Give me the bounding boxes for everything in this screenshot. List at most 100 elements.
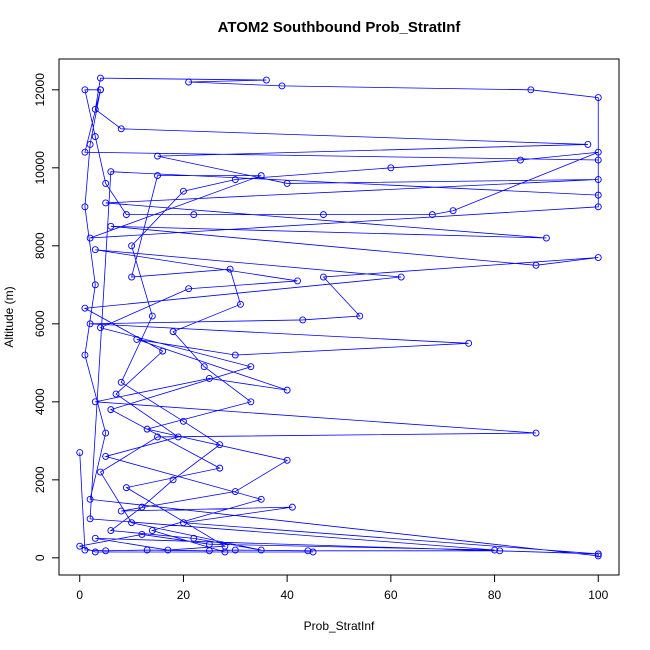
- data-point: [594, 191, 602, 199]
- data-point: [299, 316, 307, 324]
- data-point: [465, 339, 473, 347]
- data-point: [532, 261, 540, 269]
- data-point: [81, 546, 89, 554]
- data-point: [532, 429, 540, 437]
- data-point: [179, 187, 187, 195]
- x-tick-label: 100: [588, 588, 608, 602]
- data-point: [112, 390, 120, 398]
- data-point: [91, 133, 99, 141]
- data-point: [319, 211, 327, 219]
- y-tick-label: 8000: [33, 232, 47, 259]
- data-point: [231, 488, 239, 495]
- data-point: [231, 351, 239, 359]
- data-point: [91, 548, 99, 556]
- x-tick-label: 20: [177, 588, 191, 602]
- data-point: [86, 495, 94, 503]
- data-point: [283, 456, 291, 464]
- data-point: [128, 519, 136, 527]
- series-line: [78, 77, 599, 557]
- data-point: [205, 374, 213, 382]
- data-point: [283, 179, 291, 187]
- data-point: [107, 168, 115, 176]
- data-point: [319, 273, 327, 281]
- data-point: [397, 273, 405, 281]
- data-point: [107, 406, 115, 414]
- data-point: [117, 378, 125, 386]
- data-point: [143, 546, 151, 554]
- data-point: [91, 246, 99, 254]
- data-point: [138, 530, 146, 538]
- data-point: [148, 527, 156, 534]
- data-point: [138, 503, 146, 511]
- data-point: [288, 503, 296, 511]
- data-point: [107, 222, 115, 230]
- data-point: [154, 172, 161, 180]
- data-point: [81, 148, 89, 156]
- data-point: [594, 94, 602, 102]
- y-tick-label: 0: [33, 554, 47, 561]
- data-point: [102, 547, 110, 555]
- data-point: [81, 86, 89, 94]
- data-point: [97, 86, 104, 94]
- y-tick-label: 10000: [33, 151, 47, 185]
- data-point: [97, 324, 104, 332]
- data-point: [122, 211, 130, 219]
- data-point: [542, 234, 550, 242]
- data-point: [169, 476, 177, 484]
- data-point: [102, 452, 110, 460]
- data-point: [594, 254, 602, 261]
- data-point: [185, 78, 193, 86]
- chart-title: ATOM2 Southbound Prob_StratInf: [218, 19, 462, 36]
- data-point: [102, 199, 110, 207]
- data-point: [159, 347, 167, 355]
- data-point: [283, 386, 291, 394]
- data-point: [594, 148, 602, 156]
- data-point: [594, 156, 602, 164]
- data-point: [231, 176, 239, 183]
- data-point: [449, 207, 457, 215]
- data-point: [216, 464, 224, 472]
- data-point: [294, 277, 301, 285]
- data-point: [226, 265, 234, 273]
- data-point: [154, 152, 161, 160]
- data-point: [262, 76, 270, 84]
- x-axis-label: Prob_StratInf: [304, 619, 375, 633]
- data-point: [309, 548, 317, 556]
- data-point: [81, 304, 89, 312]
- data-point: [278, 82, 286, 90]
- data-point: [122, 484, 130, 492]
- data-point: [594, 552, 602, 560]
- data-point: [97, 74, 104, 82]
- data-point: [143, 425, 151, 433]
- data-point: [247, 398, 255, 406]
- data-point: [133, 335, 141, 343]
- data-point: [257, 495, 265, 503]
- data-point: [76, 542, 84, 550]
- data-point: [86, 515, 94, 523]
- y-tick-label: 6000: [33, 310, 47, 337]
- data-point: [86, 234, 94, 242]
- data-point: [200, 363, 208, 371]
- data-point: [179, 519, 187, 527]
- data-point: [190, 211, 198, 219]
- x-tick-label: 80: [488, 588, 502, 602]
- data-point: [190, 534, 198, 542]
- data-point: [496, 547, 504, 555]
- data-point: [169, 328, 177, 336]
- data-point: [517, 156, 524, 164]
- data-point: [86, 320, 94, 328]
- data-point: [81, 351, 89, 359]
- data-point: [594, 550, 602, 558]
- data-point: [216, 441, 224, 449]
- data-point: [247, 363, 255, 371]
- y-axis-label: Altitude (m): [2, 286, 16, 347]
- data-point: [174, 433, 182, 441]
- data-point: [117, 125, 125, 133]
- data-point: [185, 285, 193, 293]
- data-point: [164, 546, 172, 554]
- data-point: [221, 548, 229, 556]
- data-point: [102, 429, 110, 437]
- data-point: [304, 547, 312, 555]
- data-point: [97, 468, 104, 476]
